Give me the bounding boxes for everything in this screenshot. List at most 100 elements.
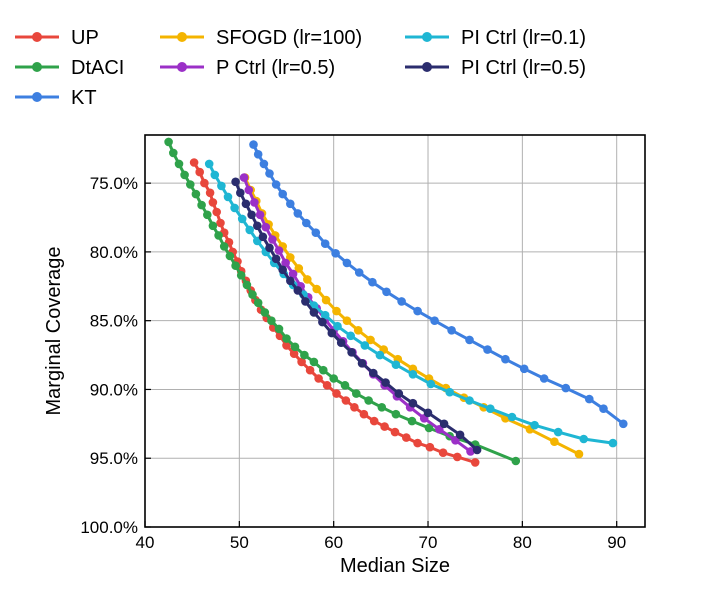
data-point	[314, 374, 323, 383]
data-point	[465, 396, 474, 405]
data-point	[424, 409, 433, 418]
legend-item-up: UP	[15, 27, 99, 49]
data-point	[205, 160, 214, 169]
legend-swatch-marker	[177, 62, 187, 72]
data-point	[447, 326, 456, 335]
plot-frame	[145, 135, 645, 527]
data-point	[216, 219, 225, 228]
data-point	[272, 254, 281, 263]
data-point	[250, 198, 259, 207]
data-point	[346, 332, 355, 341]
ticks: 40 50 60 70 80 9075.0%80.0%85.0%90.0%95.0%100…	[80, 174, 626, 552]
data-point	[260, 160, 269, 169]
data-point	[402, 433, 411, 442]
data-point	[278, 190, 287, 199]
data-point	[508, 413, 517, 422]
data-point	[409, 399, 418, 408]
data-point	[445, 388, 454, 397]
y-tick-label: 90.0%	[90, 380, 138, 399]
data-point	[190, 158, 199, 167]
data-point	[408, 417, 417, 426]
data-point	[378, 403, 387, 412]
data-point	[238, 215, 247, 224]
data-point	[306, 366, 315, 375]
legend-item-pi-ctrl-lr-0-1: PI Ctrl (lr=0.1)	[405, 27, 586, 49]
x-tick-label: 60	[324, 533, 343, 552]
data-point	[247, 211, 256, 220]
data-point	[358, 359, 367, 368]
data-point	[286, 200, 295, 209]
data-point	[391, 428, 400, 437]
data-point	[332, 389, 341, 398]
y-tick-label: 95.0%	[90, 449, 138, 468]
data-point	[272, 180, 281, 189]
data-point	[164, 138, 173, 147]
data-point	[440, 420, 449, 429]
data-point	[341, 381, 350, 390]
data-point	[395, 389, 404, 398]
data-point	[409, 370, 418, 379]
data-point	[230, 204, 239, 213]
legend-label: SFOGD (lr=100)	[216, 27, 362, 49]
data-point	[599, 404, 608, 413]
data-point	[242, 200, 251, 209]
legend-item-pi-ctrl-lr-0-5: PI Ctrl (lr=0.5)	[405, 57, 586, 79]
data-point	[200, 179, 209, 188]
data-point	[540, 374, 549, 383]
data-point	[211, 171, 220, 180]
coverage-vs-size-chart: UPDtACIKTSFOGD (lr=100)P Ctrl (lr=0.5)PI…	[0, 0, 718, 595]
data-point	[192, 190, 201, 199]
data-point	[343, 259, 352, 268]
series-line-kt	[254, 145, 624, 424]
data-point	[364, 396, 373, 405]
data-point	[352, 389, 361, 398]
data-point	[554, 428, 563, 437]
data-point	[195, 168, 204, 177]
data-point	[381, 378, 390, 387]
data-point	[453, 453, 462, 462]
data-point	[471, 458, 480, 467]
data-point	[322, 296, 331, 305]
data-point	[236, 189, 245, 198]
data-point	[319, 366, 328, 375]
data-point	[303, 275, 312, 284]
data-point	[256, 211, 265, 220]
data-point	[382, 288, 391, 297]
legend-label: DtACI	[71, 57, 124, 79]
data-point	[413, 307, 422, 316]
data-point	[413, 439, 422, 448]
y-tick-label: 100.0%	[80, 518, 138, 537]
legend-label: PI Ctrl (lr=0.1)	[461, 27, 586, 49]
legend-swatch-marker	[422, 32, 432, 42]
data-point	[237, 271, 246, 280]
data-point	[301, 297, 310, 306]
data-point	[175, 160, 184, 169]
data-point	[310, 308, 319, 317]
series-p-ctrl-lr-0-5	[240, 173, 475, 455]
data-point	[465, 336, 474, 345]
data-point	[342, 396, 351, 405]
legend-swatch-marker	[177, 32, 187, 42]
data-point	[286, 277, 295, 286]
data-point	[245, 186, 254, 195]
data-point	[267, 316, 276, 325]
x-tick-label: 90	[607, 533, 626, 552]
data-point	[318, 318, 327, 327]
legend-swatch-marker	[32, 62, 42, 72]
data-point	[312, 228, 321, 237]
data-point	[392, 410, 401, 419]
data-point	[248, 290, 257, 299]
data-point	[302, 219, 311, 228]
data-point	[259, 233, 268, 242]
data-point	[343, 316, 352, 325]
data-point	[520, 365, 529, 374]
data-point	[226, 252, 235, 261]
x-tick-label: 80	[513, 533, 532, 552]
data-point	[209, 222, 218, 231]
data-point	[265, 244, 274, 253]
data-point	[206, 189, 215, 198]
data-point	[333, 322, 342, 331]
legend-label: KT	[71, 87, 97, 109]
x-tick-label: 40	[136, 533, 155, 552]
data-point	[300, 351, 309, 360]
